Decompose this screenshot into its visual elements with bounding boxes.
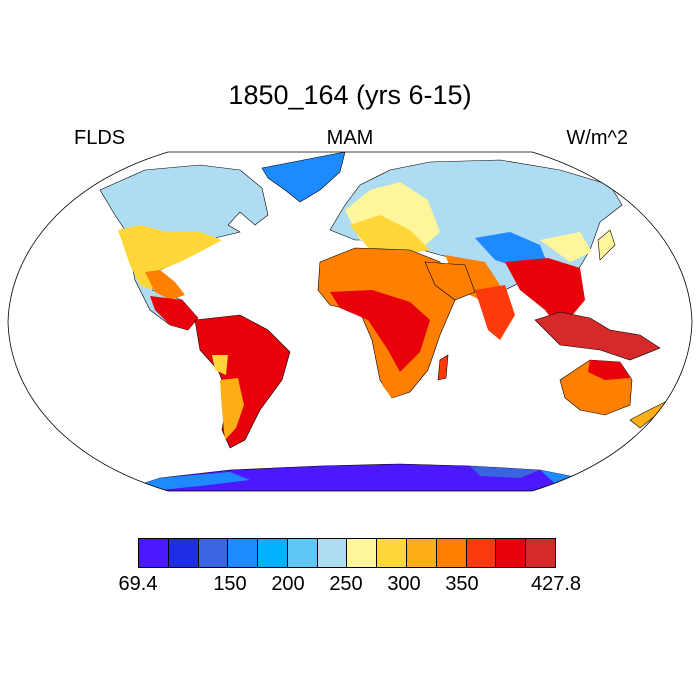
colorbar-tick-label: 250 [329,573,363,595]
units-label: W/m^2 [566,127,628,149]
map-title: 1850_164 (yrs 6-15) [228,80,472,110]
colorbar-swatch [317,539,348,567]
colorbar-swatch [526,539,555,567]
colorbar-swatch [377,539,408,567]
colorbar-swatch [139,539,169,567]
colorbar-swatch [436,539,467,567]
colorbar-swatch [228,539,259,567]
colorbar-swatch [466,539,497,567]
colorbar-tick-label: 200 [271,573,305,595]
greenland [261,152,346,203]
globe-outline [7,151,693,492]
colorbar-swatch [287,539,318,567]
colorbar-tick-label: 427.8 [530,573,582,595]
maritime-asia [534,311,661,361]
colorbar-swatch [347,539,378,567]
colorbar-tick-label: 350 [445,573,479,595]
season-label: MAM [326,127,374,149]
colorbar-swatch [198,539,229,567]
variable-label: FLDS [74,127,126,149]
colorbar-swatch [258,539,288,567]
colorbar-tick-label: 69.4 [118,573,158,595]
colorbar-tick-label: 150 [213,573,247,595]
south-america [194,314,291,449]
colorbar-swatch [496,539,527,567]
colorbar-swatch [168,539,199,567]
colorbar-tick-label: 300 [387,573,421,595]
colorbar [138,538,556,568]
colorbar-swatch [407,539,437,567]
